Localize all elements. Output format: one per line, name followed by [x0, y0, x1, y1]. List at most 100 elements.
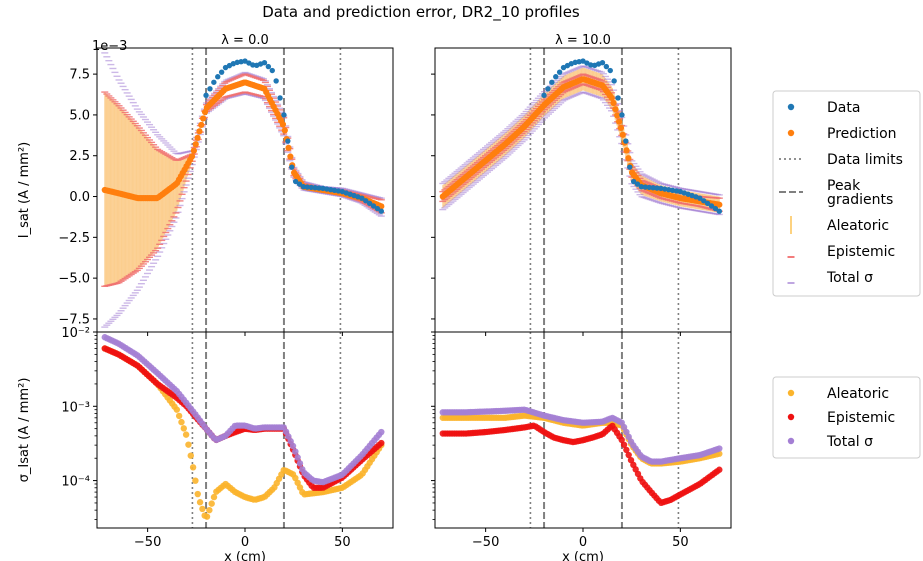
x-tick-label: 0	[579, 535, 587, 550]
y-tick-label: 10⁻²	[61, 326, 90, 341]
prediction-point	[287, 153, 294, 160]
data-point	[650, 185, 656, 191]
total-sigma-point	[282, 428, 290, 435]
legend-label-line: Data	[827, 100, 860, 116]
aleatoric-point	[196, 499, 204, 506]
legend-label-line: Total σ	[826, 270, 873, 286]
aleatoric-point	[294, 479, 301, 486]
prediction-point	[612, 106, 619, 113]
legend-label: Total σ	[826, 434, 873, 450]
prediction-point	[623, 147, 630, 154]
aleatoric-point	[194, 490, 201, 498]
prediction-point	[614, 112, 621, 119]
aleatoric-point	[296, 484, 304, 491]
total-sigma-point	[625, 433, 632, 441]
data-point	[607, 67, 613, 74]
data-point	[704, 200, 711, 207]
epistemic-point	[618, 436, 625, 444]
x-axis-label: x (cm)	[562, 550, 604, 561]
y-tick-label: 10⁻⁴	[61, 475, 90, 490]
aleatoric-point	[210, 493, 218, 501]
total-sigma-point	[289, 442, 297, 450]
data-point	[261, 59, 268, 66]
figure-title: Data and prediction error, DR2_10 profil…	[262, 3, 580, 22]
panel-top-left: −7.5 −5.0 −2.5 0.0 2.5 5.0 7.5 λ = 0.0 I_sat (A …	[17, 33, 394, 336]
legend-label-line: gradients	[827, 192, 893, 208]
data-point	[556, 69, 563, 75]
legend-label-line: Prediction	[827, 126, 897, 142]
aleatoric-point	[292, 474, 299, 482]
aleatoric-point	[189, 464, 197, 471]
aleatoric-point	[178, 418, 185, 426]
legend-marker	[787, 389, 795, 397]
panel-bottom-right: −50 0 50 x (cm)	[431, 331, 732, 561]
aleatoric-point	[173, 406, 181, 413]
prediction-point	[285, 144, 292, 151]
prediction-point	[196, 128, 203, 135]
aleatoric-point	[208, 500, 215, 507]
data-point	[316, 185, 322, 191]
data-point	[646, 184, 652, 191]
legend-frame	[772, 376, 921, 459]
data-point	[250, 62, 256, 68]
prediction-point	[716, 201, 723, 208]
data-point	[627, 164, 633, 170]
aleatoric-point	[206, 506, 213, 514]
data-point	[203, 92, 209, 99]
prediction-point	[619, 131, 626, 138]
total-sigma-point	[285, 433, 292, 440]
legend-label-line: Peak	[827, 178, 861, 194]
prediction-point	[188, 153, 196, 160]
data-point	[712, 205, 719, 212]
aleatoric-point	[203, 513, 211, 520]
y-tick-label: 5.0	[69, 108, 90, 123]
data-point	[304, 184, 311, 190]
data-point	[623, 138, 629, 144]
legend-label: Data limits	[827, 152, 903, 168]
data-point	[642, 184, 649, 190]
aleatoric-point	[175, 412, 183, 420]
legend-label-line: Data limits	[827, 152, 903, 168]
data-point	[285, 138, 291, 144]
plot-area	[439, 332, 723, 528]
data-point	[218, 69, 225, 75]
legend-label: Peak gradients	[827, 178, 893, 208]
total-sigma-point	[296, 460, 304, 467]
data-point	[312, 185, 318, 191]
legend-label: Epistemic	[827, 244, 895, 260]
y-tick-label: −5.0	[58, 272, 90, 287]
aleatoric-point	[199, 505, 206, 513]
data-point	[374, 205, 381, 212]
legend-label-line: Aleatoric	[827, 386, 889, 402]
data-point	[603, 63, 610, 70]
data-point	[697, 195, 703, 201]
aleatoric-point	[185, 441, 192, 448]
epistemic-point	[378, 439, 385, 447]
legend-label: Epistemic	[827, 410, 895, 426]
epistemic-point	[623, 446, 630, 454]
data-point	[599, 59, 606, 66]
aleatoric-point	[182, 431, 190, 438]
prediction-point	[617, 124, 625, 132]
x-axis-label: x (cm)	[224, 550, 266, 561]
aleatoric-point	[192, 477, 199, 484]
total-sigma-point	[620, 423, 628, 431]
panel-top-right: λ = 10.0	[431, 33, 732, 336]
data-point	[701, 198, 707, 204]
data-point	[215, 74, 221, 80]
plot-area	[101, 48, 385, 332]
legend-label: Aleatoric	[827, 218, 889, 234]
total-sigma-point	[716, 445, 723, 452]
legend-label-line: Total σ	[826, 434, 873, 450]
data-point	[207, 86, 213, 92]
data-point	[269, 67, 275, 74]
data-point	[541, 92, 547, 99]
prediction-point	[200, 115, 207, 122]
plot-area	[439, 48, 723, 332]
data-point	[281, 112, 287, 118]
data-point	[611, 78, 617, 84]
legend-marker	[787, 129, 795, 137]
x-tick-label: 0	[241, 535, 249, 550]
prediction-point	[194, 134, 201, 141]
